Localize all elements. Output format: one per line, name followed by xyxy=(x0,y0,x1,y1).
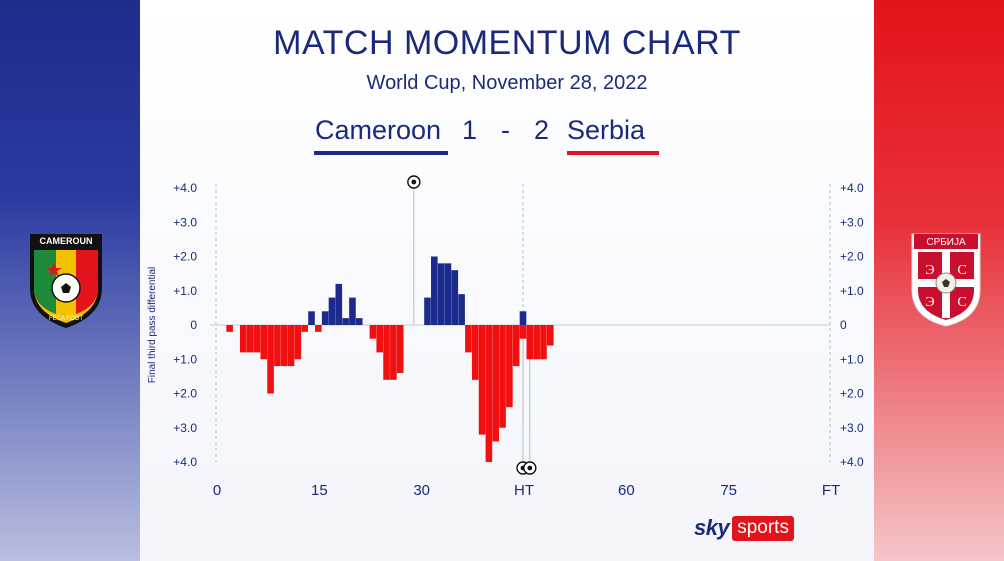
y-tick-label-left: +2.0 xyxy=(173,387,197,401)
serbia-badge-icon: СРБИЈА Э C Э C xyxy=(911,233,981,327)
sky-wordmark: sky xyxy=(694,515,730,540)
momentum-bar xyxy=(335,283,343,325)
momentum-bar xyxy=(390,325,397,380)
page-subtitle: World Cup, November 28, 2022 xyxy=(366,72,648,94)
y-tick-label-left: +3.0 xyxy=(173,421,197,435)
y-tick-label-right: +1.0 xyxy=(840,284,864,298)
y-tick-label-right: +2.0 xyxy=(840,250,864,264)
momentum-bar xyxy=(396,325,404,373)
momentum-bar xyxy=(328,297,336,325)
home-score: 1 xyxy=(462,115,478,145)
svg-text:СРБИЈА: СРБИЈА xyxy=(926,237,966,248)
chart-panel xyxy=(140,0,874,561)
momentum-bar xyxy=(260,325,268,360)
momentum-bar xyxy=(478,325,486,435)
away-score: 2 xyxy=(534,115,550,145)
svg-text:Э: Э xyxy=(925,295,934,310)
momentum-bar xyxy=(546,325,554,346)
y-tick-label-right: +1.0 xyxy=(840,352,864,366)
momentum-bar xyxy=(458,294,465,325)
momentum-bar xyxy=(431,256,438,325)
y-tick-label-left: +2.0 xyxy=(173,250,197,264)
momentum-bar xyxy=(308,311,315,325)
goal-ball-icon xyxy=(411,179,417,185)
momentum-bar xyxy=(280,325,288,367)
y-tick-label-left: +4.0 xyxy=(173,181,197,195)
home-team-underline xyxy=(314,151,448,155)
momentum-bar xyxy=(315,325,322,332)
svg-text:C: C xyxy=(957,263,966,278)
momentum-bar xyxy=(471,325,479,380)
sports-wordmark: sports xyxy=(732,515,794,541)
momentum-bar xyxy=(506,325,513,408)
momentum-bar xyxy=(451,270,459,325)
momentum-bar xyxy=(424,297,431,325)
y-tick-label-left: +4.0 xyxy=(173,455,197,469)
momentum-bar xyxy=(226,325,233,332)
svg-text:Э: Э xyxy=(925,263,934,278)
goal-ball-icon xyxy=(527,465,533,471)
away-team-underline xyxy=(567,151,659,155)
momentum-bar xyxy=(437,263,445,325)
x-tick-label: 0 xyxy=(213,482,221,499)
momentum-bar xyxy=(444,263,452,325)
svg-text:C: C xyxy=(957,295,966,310)
momentum-bar xyxy=(239,325,247,353)
momentum-bar xyxy=(492,325,500,442)
x-tick-label: 30 xyxy=(413,482,430,499)
y-axis-label: Final third pass differential xyxy=(147,267,158,384)
momentum-bar xyxy=(274,325,281,367)
y-tick-label-left: +1.0 xyxy=(173,352,197,366)
momentum-bar xyxy=(499,325,506,428)
momentum-bar xyxy=(512,325,520,367)
y-tick-label-left: +1.0 xyxy=(173,284,197,298)
away-team-name: Serbia xyxy=(567,115,646,145)
momentum-bar xyxy=(287,325,295,367)
momentum-bar xyxy=(519,311,527,325)
y-tick-label-right: +3.0 xyxy=(840,421,864,435)
y-tick-label-right: +4.0 xyxy=(840,455,864,469)
momentum-bar xyxy=(253,325,261,353)
momentum-bar xyxy=(383,325,390,380)
momentum-bar xyxy=(376,325,384,353)
x-tick-label: HT xyxy=(514,482,534,499)
y-tick-label-right: +2.0 xyxy=(840,387,864,401)
x-tick-label: 75 xyxy=(720,482,737,499)
momentum-bar xyxy=(465,325,472,353)
y-tick-label-right: +4.0 xyxy=(840,181,864,195)
x-tick-label: 60 xyxy=(618,482,635,499)
home-team-name: Cameroon xyxy=(315,115,442,145)
momentum-bar xyxy=(294,325,302,360)
momentum-bar xyxy=(246,325,254,353)
y-tick-label-right: 0 xyxy=(840,318,847,332)
momentum-bar xyxy=(519,325,527,339)
y-tick-label-right: +3.0 xyxy=(840,215,864,229)
svg-text:FECA FOOT: FECA FOOT xyxy=(49,316,83,322)
momentum-bar xyxy=(321,311,329,325)
momentum-bar xyxy=(540,325,547,360)
momentum-bar xyxy=(369,325,377,339)
y-tick-label-left: 0 xyxy=(190,318,197,332)
sky-sports-logo: sky sports xyxy=(694,515,794,541)
momentum-bar xyxy=(485,325,493,462)
x-tick-label: FT xyxy=(822,482,840,499)
score-separator: - xyxy=(501,115,510,145)
momentum-bar xyxy=(342,318,349,325)
momentum-bar xyxy=(301,325,308,332)
y-tick-label-left: +3.0 xyxy=(173,215,197,229)
momentum-bar xyxy=(355,318,363,325)
page-title: MATCH MOMENTUM CHART xyxy=(273,24,741,62)
momentum-bar xyxy=(349,297,356,325)
cameroon-badge-icon: CAMEROUN FECA FOOT xyxy=(30,234,102,328)
svg-text:CAMEROUN: CAMEROUN xyxy=(40,236,93,246)
x-tick-label: 15 xyxy=(311,482,328,499)
momentum-bar xyxy=(267,325,274,394)
momentum-bar xyxy=(533,325,540,360)
momentum-bar xyxy=(526,325,534,360)
